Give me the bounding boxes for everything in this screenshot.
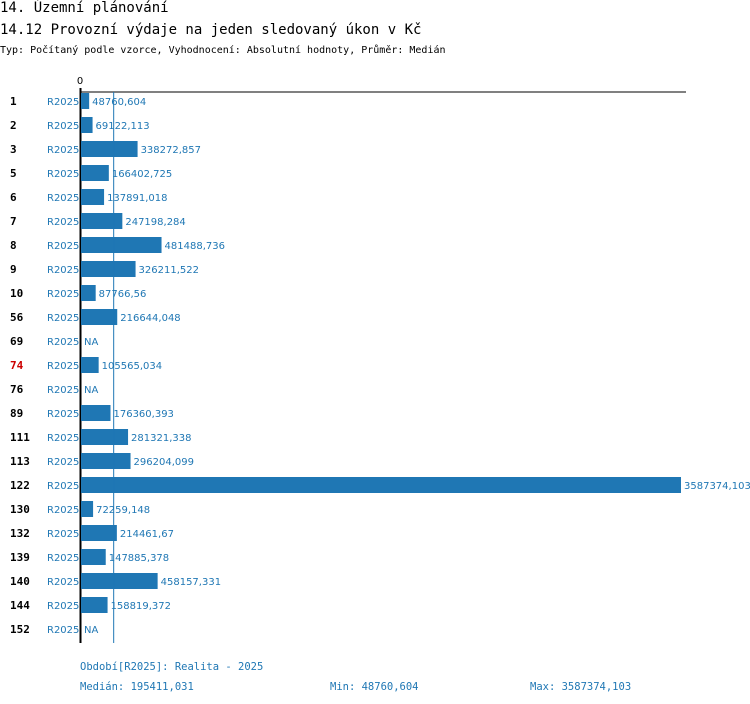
bar (81, 237, 162, 253)
value-label: 105565,034 (102, 361, 162, 372)
value-label: 147885,378 (109, 553, 169, 564)
value-label: 72259,148 (96, 505, 150, 516)
category-label: 111 (10, 431, 30, 444)
period-label: R2025 (47, 265, 79, 276)
category-label: 10 (10, 287, 23, 300)
period-label: R2025 (47, 289, 79, 300)
footer-period: Období[R2025]: Realita - 2025 (80, 661, 263, 673)
bar (81, 573, 158, 589)
period-label: R2025 (47, 505, 79, 516)
category-label: 152 (10, 623, 30, 636)
category-label: 1 (10, 95, 17, 108)
value-label: 481488,736 (165, 241, 225, 252)
bar (81, 549, 106, 565)
period-label: R2025 (47, 457, 79, 468)
period-label: R2025 (47, 409, 79, 420)
period-label: R2025 (47, 385, 79, 396)
period-label: R2025 (47, 361, 79, 372)
category-label: 2 (10, 119, 17, 132)
period-label: R2025 (47, 313, 79, 324)
category-label: 122 (10, 479, 30, 492)
indicator-type-line: Typ: Počítaný podle vzorce, Vyhodnocení:… (0, 45, 446, 56)
category-label: 132 (10, 527, 30, 540)
category-label: 9 (10, 263, 17, 276)
bar (81, 141, 138, 157)
bar (81, 357, 99, 373)
category-label: 130 (10, 503, 30, 516)
bar (81, 405, 111, 421)
footer-max: Max: 3587374,103 (530, 681, 631, 693)
period-label: R2025 (47, 625, 79, 636)
value-label: 166402,725 (112, 169, 172, 180)
value-label: NA (84, 625, 98, 636)
value-label: NA (84, 385, 98, 396)
value-label: 281321,338 (131, 433, 191, 444)
value-label: 216644,048 (120, 313, 180, 324)
category-label: 7 (10, 215, 17, 228)
category-label: 69 (10, 335, 23, 348)
period-label: R2025 (47, 529, 79, 540)
bar (81, 477, 681, 493)
category-label: 5 (10, 167, 17, 180)
category-label: 144 (10, 599, 30, 612)
bar (81, 453, 131, 469)
category-label: 139 (10, 551, 30, 564)
bar (81, 429, 129, 445)
period-label: R2025 (47, 169, 79, 180)
value-label: 247198,284 (125, 217, 185, 228)
period-label: R2025 (47, 337, 79, 348)
period-label: R2025 (47, 241, 79, 252)
period-label: R2025 (47, 97, 79, 108)
bar (81, 597, 108, 613)
bar (81, 525, 117, 541)
value-label: 69122,113 (96, 121, 150, 132)
footer-median: Medián: 195411,031 (80, 681, 194, 693)
category-label: 113 (10, 455, 30, 468)
value-label: 87766,56 (99, 289, 147, 300)
category-label: 76 (10, 383, 24, 396)
value-label: 458157,331 (161, 577, 221, 588)
indicator-title: 14.12 Provozní výdaje na jeden sledovaný… (0, 22, 422, 38)
category-label: 6 (10, 191, 17, 204)
bar (81, 93, 90, 109)
period-label: R2025 (47, 577, 79, 588)
period-label: R2025 (47, 481, 79, 492)
value-label: 338272,857 (141, 145, 201, 156)
bar (81, 189, 105, 205)
bar (81, 285, 96, 301)
value-label: 137891,018 (107, 193, 167, 204)
value-label: 326211,522 (139, 265, 199, 276)
value-label: NA (84, 337, 98, 348)
category-label: 140 (10, 575, 30, 588)
value-label: 158819,372 (111, 601, 171, 612)
bar (81, 501, 94, 517)
period-label: R2025 (47, 121, 79, 132)
value-label: 3587374,103 (684, 481, 750, 492)
period-label: R2025 (47, 553, 79, 564)
bar (81, 165, 109, 181)
period-label: R2025 (47, 193, 79, 204)
period-label: R2025 (47, 601, 79, 612)
page-title: 14. Územní plánování (0, 0, 169, 16)
category-label: 74 (10, 359, 24, 372)
value-label: 176360,393 (113, 409, 173, 420)
zero-tick-label: 0 (77, 76, 83, 87)
bar (81, 117, 93, 133)
footer-min: Min: 48760,604 (330, 681, 419, 693)
value-label: 214461,67 (120, 529, 174, 540)
period-label: R2025 (47, 145, 79, 156)
value-label: 48760,604 (92, 97, 146, 108)
value-label: 296204,099 (134, 457, 194, 468)
period-label: R2025 (47, 433, 79, 444)
category-label: 8 (10, 239, 17, 252)
bar (81, 261, 136, 277)
category-label: 89 (10, 407, 23, 420)
period-label: R2025 (47, 217, 79, 228)
category-label: 56 (10, 311, 24, 324)
bar (81, 309, 118, 325)
bar (81, 213, 123, 229)
category-label: 3 (10, 143, 17, 156)
